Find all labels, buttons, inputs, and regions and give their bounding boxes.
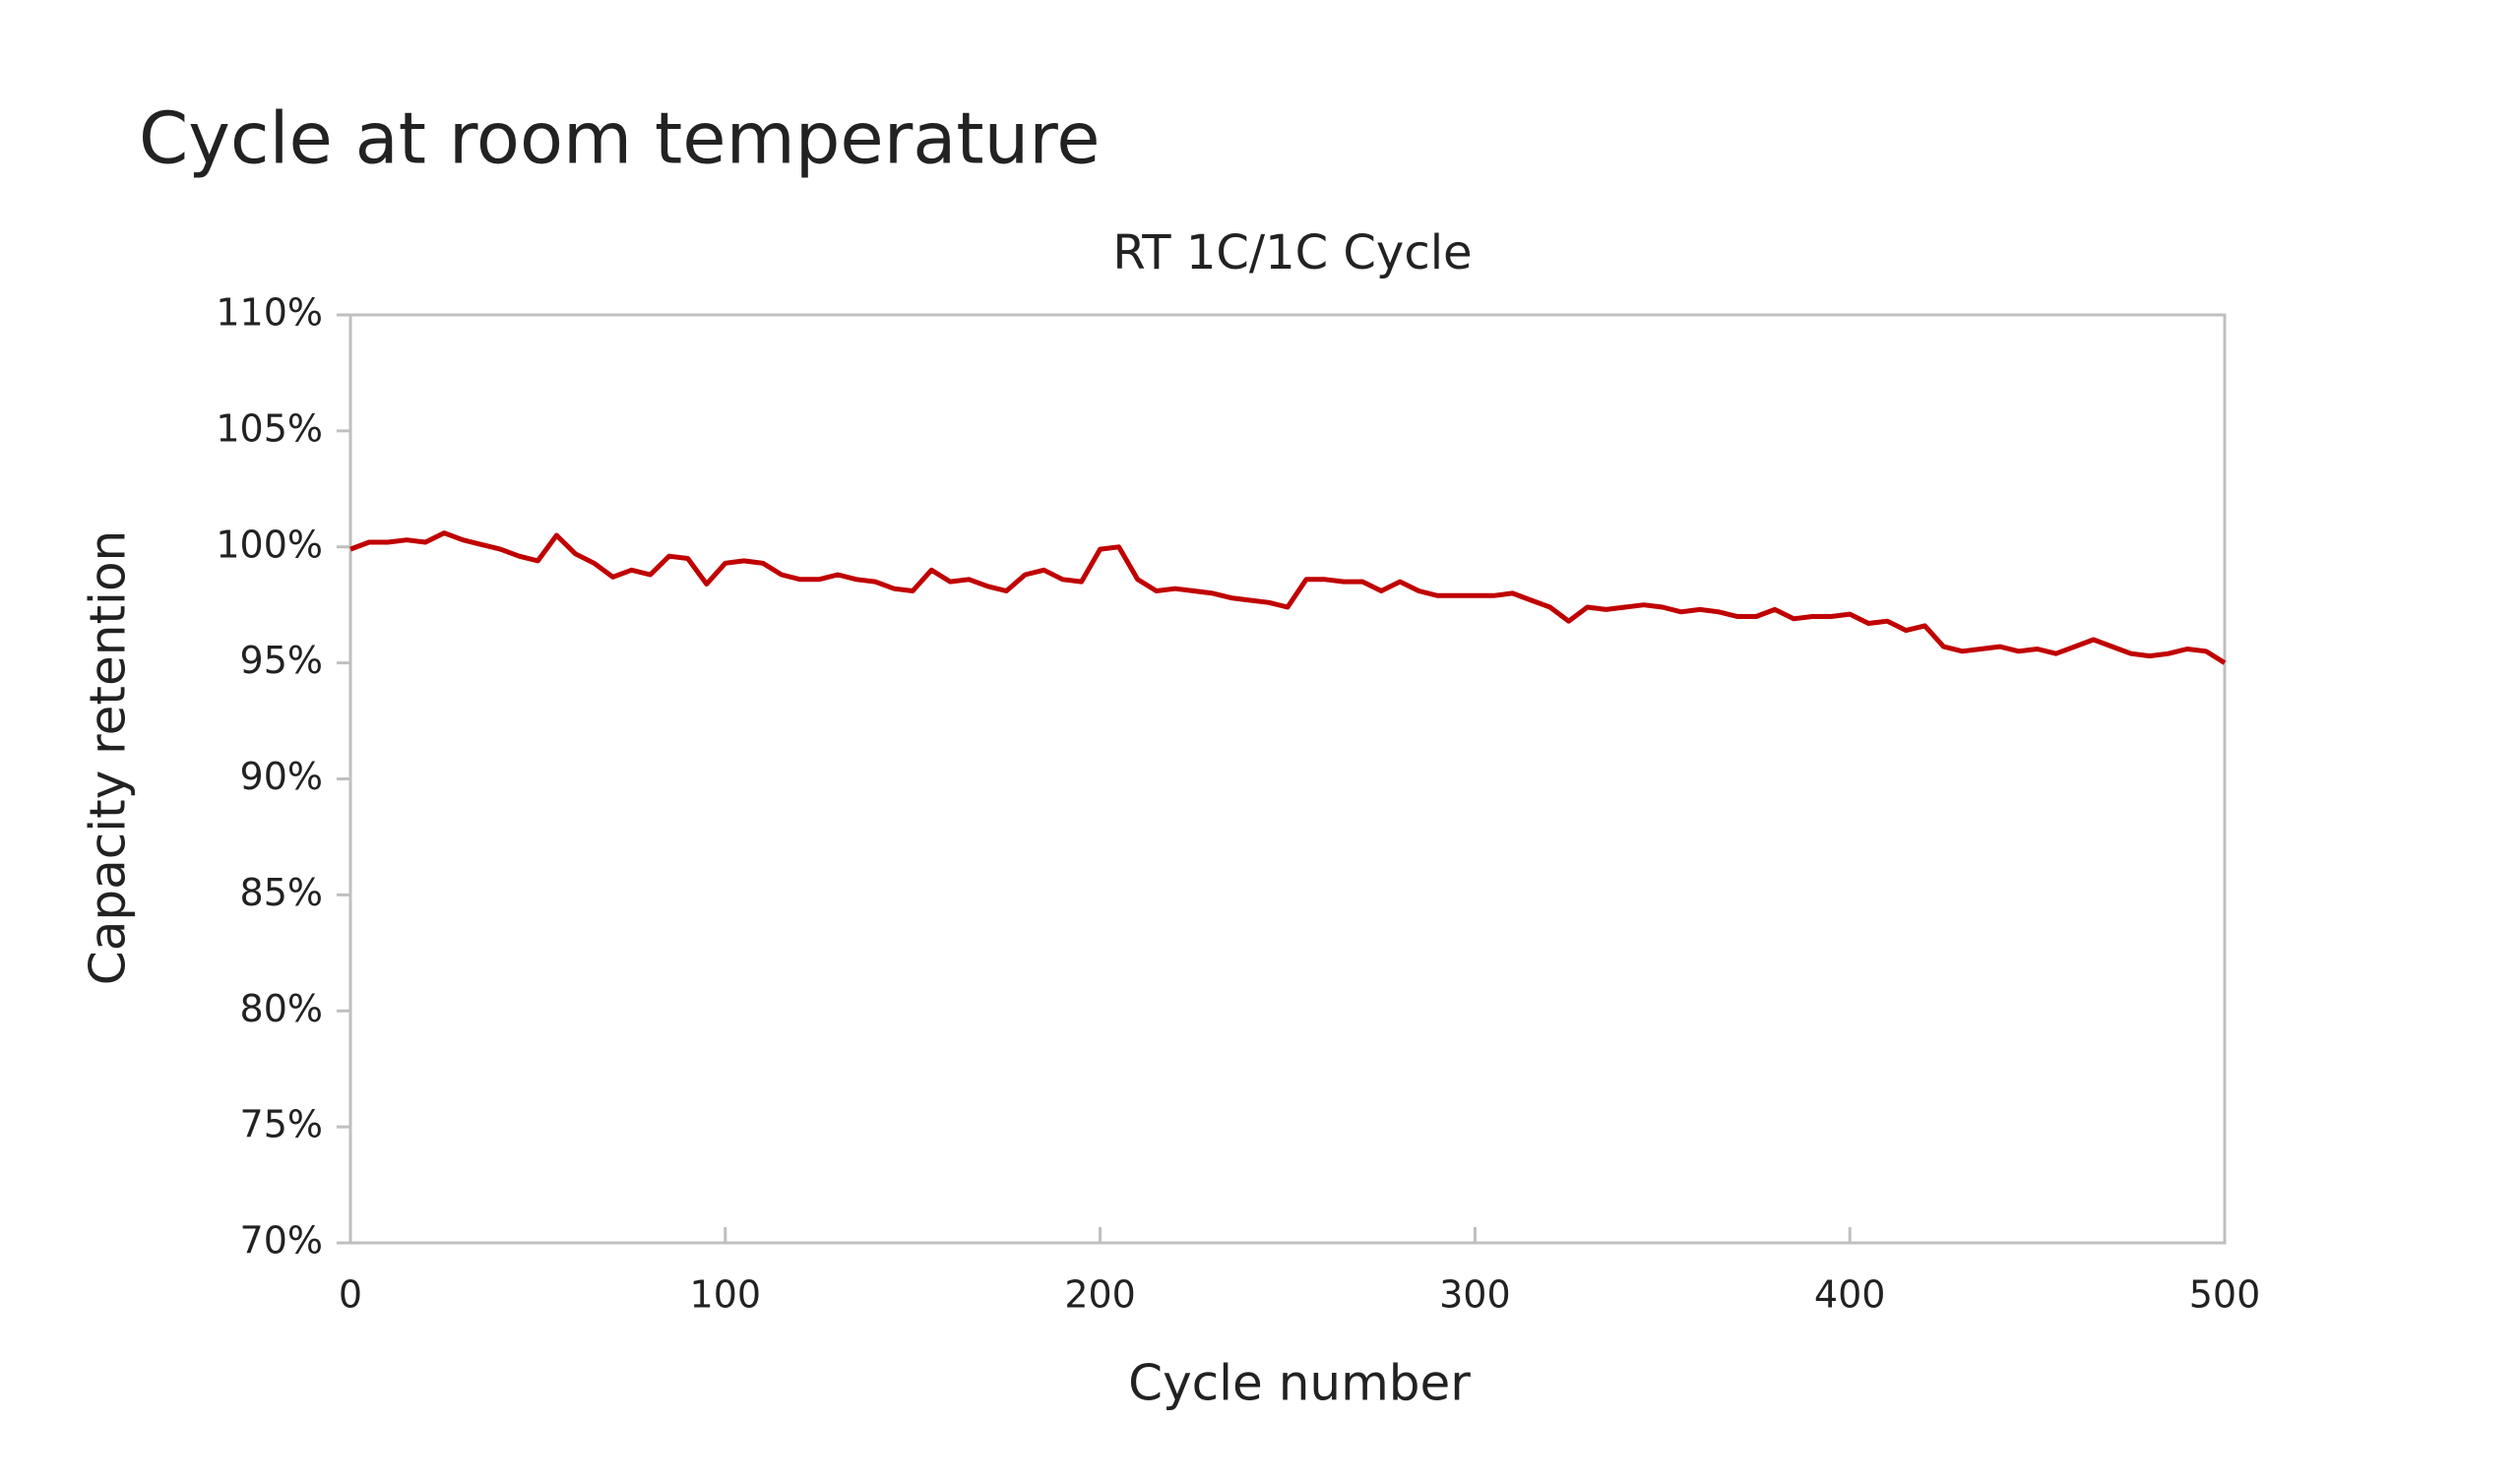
y-axis-label: Capacity retention xyxy=(80,530,137,985)
y-tick-label: 70% xyxy=(240,1219,323,1263)
x-tick-label: 0 xyxy=(339,1273,362,1317)
page-title: Cycle at room temperature xyxy=(139,97,1101,180)
x-tick-label: 300 xyxy=(1439,1273,1511,1317)
data-line xyxy=(349,530,2227,665)
x-tick-label: 500 xyxy=(2189,1273,2261,1317)
y-tick-label: 95% xyxy=(240,639,323,682)
y-tick-label: 110% xyxy=(216,291,323,335)
x-tick-label: 100 xyxy=(690,1273,762,1317)
y-tick-label: 85% xyxy=(240,871,323,914)
plot-frame xyxy=(348,313,2227,1245)
y-tick-label: 90% xyxy=(240,755,323,798)
y-tick-label: 105% xyxy=(216,406,323,450)
x-axis-label: Cycle number xyxy=(1128,1355,1471,1412)
x-tick-label: 200 xyxy=(1064,1273,1136,1317)
y-tick-label: 75% xyxy=(240,1103,323,1146)
y-tick-label: 100% xyxy=(216,523,323,566)
x-tick-label: 400 xyxy=(1814,1273,1886,1317)
y-tick-label: 80% xyxy=(240,987,323,1030)
chart-title: RT 1C/1C Cycle xyxy=(1112,225,1472,280)
